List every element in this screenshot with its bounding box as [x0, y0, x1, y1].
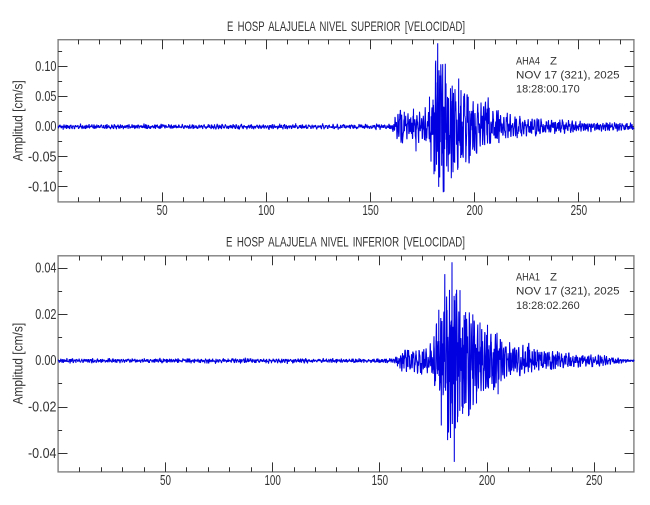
svg-text:250: 250: [586, 473, 602, 489]
svg-text:E HOSP ALAJUELA NIVEL SUPERIOR: E HOSP ALAJUELA NIVEL SUPERIOR [VELOCIDA…: [227, 18, 465, 34]
svg-text:18:28:00.170: 18:28:00.170: [516, 84, 580, 96]
svg-text:NOV 17 (321), 2025: NOV 17 (321), 2025: [516, 286, 620, 298]
svg-text:-0.10: -0.10: [28, 179, 57, 195]
svg-text:0.02: 0.02: [35, 307, 56, 323]
svg-text:AHA4: AHA4: [516, 56, 540, 68]
svg-text:-0.05: -0.05: [28, 149, 57, 165]
svg-text:Amplitud [cm/s]: Amplitud [cm/s]: [10, 323, 26, 405]
svg-text:-0.04: -0.04: [28, 446, 57, 462]
svg-text:100: 100: [258, 203, 274, 219]
svg-text:-0.02: -0.02: [28, 400, 57, 416]
svg-text:0.04: 0.04: [35, 261, 56, 277]
svg-text:250: 250: [571, 203, 587, 219]
svg-text:NOV 17 (321), 2025: NOV 17 (321), 2025: [516, 70, 620, 82]
svg-text:150: 150: [362, 203, 378, 219]
svg-text:Z: Z: [550, 56, 557, 68]
svg-text:Amplitud [cm/s]: Amplitud [cm/s]: [10, 80, 26, 161]
svg-text:0.00: 0.00: [35, 353, 56, 369]
svg-text:150: 150: [372, 473, 388, 489]
svg-text:0.05: 0.05: [35, 89, 56, 105]
svg-text:50: 50: [160, 473, 171, 489]
svg-text:0.10: 0.10: [35, 59, 56, 75]
svg-text:200: 200: [479, 473, 495, 489]
svg-text:50: 50: [157, 203, 168, 219]
svg-text:18:28:02.260: 18:28:02.260: [516, 300, 580, 312]
svg-text:0.00: 0.00: [35, 119, 56, 135]
svg-text:Z: Z: [550, 272, 557, 284]
svg-text:AHA1: AHA1: [516, 272, 540, 284]
svg-text:100: 100: [264, 473, 280, 489]
svg-text:E HOSP ALAJUELA NIVEL INFERIOR: E HOSP ALAJUELA NIVEL INFERIOR [VELOCIDA…: [226, 234, 465, 250]
svg-text:200: 200: [467, 203, 483, 219]
